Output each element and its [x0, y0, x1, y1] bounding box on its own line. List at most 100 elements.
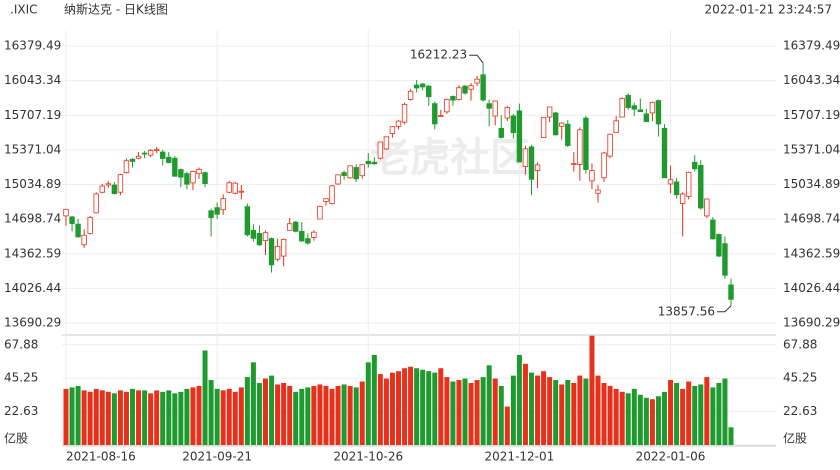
candle-body [293, 221, 299, 232]
volume-bar [148, 393, 154, 445]
volume-bar [347, 385, 353, 445]
candle-body [667, 179, 674, 185]
volume-bar [547, 377, 553, 445]
volume-bar [414, 368, 420, 445]
candle-body [323, 198, 329, 202]
volume-bar [281, 382, 287, 445]
volume-bar [516, 354, 522, 445]
volume-bar [492, 378, 498, 445]
volume-bar [130, 388, 135, 445]
volume-bar [63, 388, 69, 445]
candle-body [534, 164, 541, 171]
volume-bar [522, 363, 528, 445]
y-tick-label-right: 13690.29 [783, 316, 840, 330]
volume-bar [117, 390, 123, 445]
candle-body [450, 96, 456, 101]
candle-body [268, 238, 275, 266]
volume-bar [577, 375, 583, 445]
candle-body [141, 152, 148, 155]
candle-body [401, 104, 408, 123]
volume-bar [607, 385, 613, 445]
x-tick-label: 2021-08-16 [66, 450, 136, 464]
candle-body [607, 133, 613, 157]
volume-bar [541, 371, 547, 445]
volume-bar [263, 378, 268, 445]
volume-bar [625, 393, 631, 445]
volume-bar [674, 382, 680, 445]
candle-body [389, 126, 396, 134]
candle-body [135, 155, 142, 159]
volume-bar [396, 371, 401, 445]
volume-bar [631, 388, 637, 445]
volume-bar [402, 368, 408, 445]
volume-bar [613, 388, 619, 445]
candle-body [111, 184, 118, 195]
volume-bar [99, 390, 105, 445]
volume-bar [105, 391, 111, 445]
volume-bar [359, 381, 365, 445]
candle-body [244, 206, 251, 236]
volume-tick-label: 亿股 [4, 431, 28, 446]
leader-line [469, 54, 484, 64]
y-tick-label: 16043.34 [4, 73, 61, 87]
y-tick-label: 15371.04 [4, 142, 61, 156]
volume-bar [692, 385, 698, 445]
volume-bar [480, 377, 486, 445]
candle-body [661, 127, 668, 179]
candle-body [679, 193, 686, 204]
candle-body [619, 97, 625, 118]
candle-body [438, 115, 444, 117]
volume-bar [365, 362, 371, 445]
candle-body [238, 190, 245, 193]
min-label: 13857.56 [658, 304, 715, 318]
candle-body [63, 208, 69, 217]
candle-body [704, 198, 710, 217]
candle-body [407, 90, 414, 100]
candle-body [359, 164, 365, 177]
candle-body [208, 210, 214, 218]
volume-bar [287, 385, 293, 445]
y-tick-label: 16379.49 [4, 39, 61, 53]
x-tick-label: 2021-10-26 [333, 450, 403, 464]
volume-bar [680, 388, 686, 445]
candle-body [178, 169, 184, 178]
volume-bar [716, 382, 722, 445]
candle-body [311, 231, 317, 238]
candle-body [329, 185, 335, 204]
volume-bar [317, 384, 323, 445]
volume-bar [202, 350, 208, 445]
volume-bar [136, 390, 142, 445]
volume-tick-label: 22.63 [4, 404, 38, 418]
candle-body [565, 123, 571, 146]
candle-body [395, 120, 402, 127]
watermark: 老虎社区 [370, 135, 530, 181]
candle-body [522, 148, 529, 167]
candle-body [220, 198, 226, 211]
volume-bar [256, 382, 262, 445]
candle-body [583, 117, 589, 170]
y-tick-label-right: 16043.34 [783, 73, 840, 87]
y-tick-label: 14026.44 [4, 281, 61, 295]
volume-bar [432, 372, 438, 445]
y-tick-label-right: 14362.59 [783, 246, 840, 260]
volume-tick-label-right: 45.25 [783, 371, 817, 385]
y-tick-label-right: 15034.89 [783, 177, 840, 191]
volume-bar [208, 380, 214, 445]
candle-body [613, 120, 619, 133]
candle-body [546, 106, 553, 118]
candle-body [516, 110, 523, 163]
volume-tick-label: 45.25 [4, 371, 38, 385]
candle-body [166, 156, 172, 163]
volume-bar [329, 388, 335, 445]
candle-body [377, 141, 384, 159]
candle-body [232, 182, 238, 194]
x-tick-label: 2022-01-06 [636, 450, 706, 464]
candle-body [540, 116, 547, 139]
candle-body [75, 223, 81, 238]
volume-bar [226, 388, 232, 445]
volume-bar [81, 390, 87, 445]
candle-body [129, 158, 136, 162]
volume-bar [196, 385, 202, 445]
volume-bar [111, 393, 117, 445]
